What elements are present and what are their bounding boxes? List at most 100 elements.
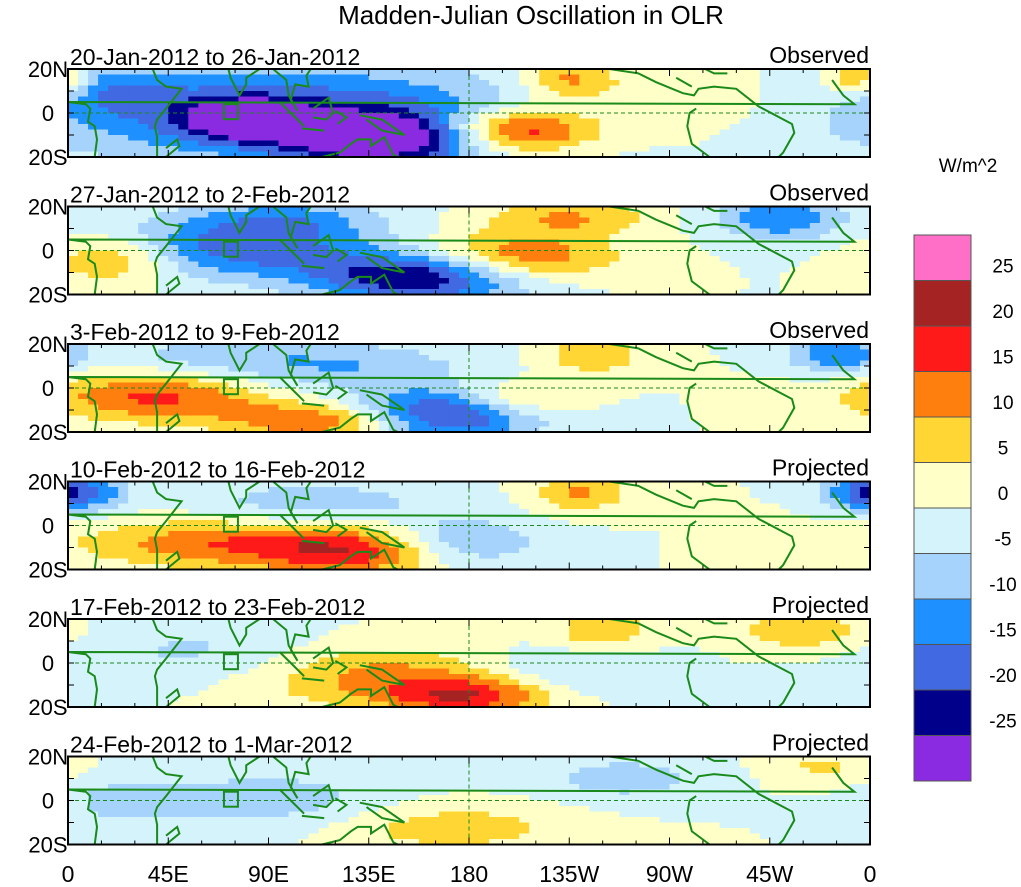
field-cell — [318, 85, 330, 92]
field-cell — [749, 492, 761, 499]
field-cell — [258, 355, 270, 362]
field-cell — [689, 426, 701, 433]
field-cell — [148, 102, 159, 109]
field-cell — [228, 118, 240, 125]
field-cell — [238, 118, 250, 125]
field-cell — [659, 250, 671, 257]
field-cell — [88, 212, 99, 219]
field-cell — [729, 91, 741, 98]
field-cell — [138, 135, 149, 142]
field-cell — [258, 278, 270, 285]
field-cell — [108, 267, 119, 274]
field-cell — [659, 399, 671, 406]
field-cell — [639, 278, 651, 285]
field-cell — [849, 371, 861, 378]
field-cell — [589, 151, 600, 158]
field-cell — [469, 509, 480, 516]
coastline — [301, 127, 325, 132]
field-cell — [168, 250, 179, 257]
field-cell — [288, 69, 300, 76]
field-cell — [749, 69, 761, 76]
field-cell — [549, 91, 560, 98]
field-cell — [689, 531, 701, 538]
field-cell — [609, 525, 620, 532]
field-cell — [749, 102, 761, 109]
field-cell — [288, 492, 300, 499]
field-cell — [248, 113, 260, 120]
field-cell — [438, 69, 450, 76]
field-cell — [278, 129, 290, 136]
field-cell — [529, 492, 540, 499]
field-cell — [569, 124, 580, 131]
field-cell — [839, 388, 851, 395]
field-cell — [579, 525, 590, 532]
field-cell — [639, 146, 651, 153]
field-cell — [188, 69, 199, 76]
field-cell — [769, 393, 781, 400]
field-cell — [729, 250, 741, 257]
field-cell — [489, 498, 500, 505]
field-cell — [298, 113, 310, 120]
field-cell — [489, 410, 500, 417]
field-cell — [348, 349, 360, 356]
field-cell — [238, 492, 250, 499]
field-cell — [719, 366, 731, 373]
field-cell — [709, 124, 721, 131]
field-cell — [108, 415, 119, 422]
field-cell — [689, 96, 701, 103]
field-cell — [639, 393, 651, 400]
field-cell — [679, 426, 691, 433]
field-cell — [68, 498, 79, 505]
field-cell — [829, 525, 841, 532]
field-cell — [739, 217, 751, 224]
field-cell — [689, 415, 701, 422]
field-cell — [138, 206, 149, 213]
field-cell — [639, 113, 651, 120]
field-cell — [388, 514, 400, 521]
field-cell — [248, 107, 260, 114]
field-cell — [178, 487, 189, 494]
field-cell — [719, 272, 731, 279]
field-cell — [238, 256, 250, 263]
field-cell — [489, 151, 500, 158]
coastlines — [67, 68, 858, 158]
field-cell — [479, 349, 490, 356]
field-cell — [759, 355, 771, 362]
field-cell — [609, 289, 620, 296]
field-cell — [839, 113, 851, 120]
field-cell — [398, 415, 410, 422]
field-cell — [769, 107, 781, 114]
field-cell — [589, 503, 600, 510]
field-cell — [68, 525, 79, 532]
field-cell — [138, 217, 149, 224]
field-cell — [378, 129, 390, 136]
field-cell — [138, 421, 149, 428]
field-cell — [809, 217, 821, 224]
field-cell — [278, 388, 290, 395]
field-cell — [408, 113, 420, 120]
field-cell — [448, 113, 460, 120]
field-cell — [408, 74, 420, 81]
field-cell — [108, 399, 119, 406]
field-cell — [368, 80, 380, 87]
field-cell — [619, 135, 631, 142]
field-cell — [759, 228, 771, 235]
field-cell — [278, 261, 290, 268]
field-cell — [559, 283, 570, 290]
field-cell — [809, 74, 821, 81]
field-cell — [248, 228, 260, 235]
field-cell — [68, 344, 79, 351]
field-cell — [318, 371, 330, 378]
field-cell — [128, 426, 139, 433]
field-cell — [839, 399, 851, 406]
field-cell — [98, 151, 109, 158]
field-cell — [579, 69, 590, 76]
field-cell — [258, 85, 270, 92]
field-cell — [118, 228, 129, 235]
field-cell — [689, 410, 701, 417]
field-cell — [489, 503, 500, 510]
field-cell — [709, 415, 721, 422]
field-cell — [569, 283, 580, 290]
field-cell — [178, 344, 189, 351]
field-cell — [599, 492, 610, 499]
